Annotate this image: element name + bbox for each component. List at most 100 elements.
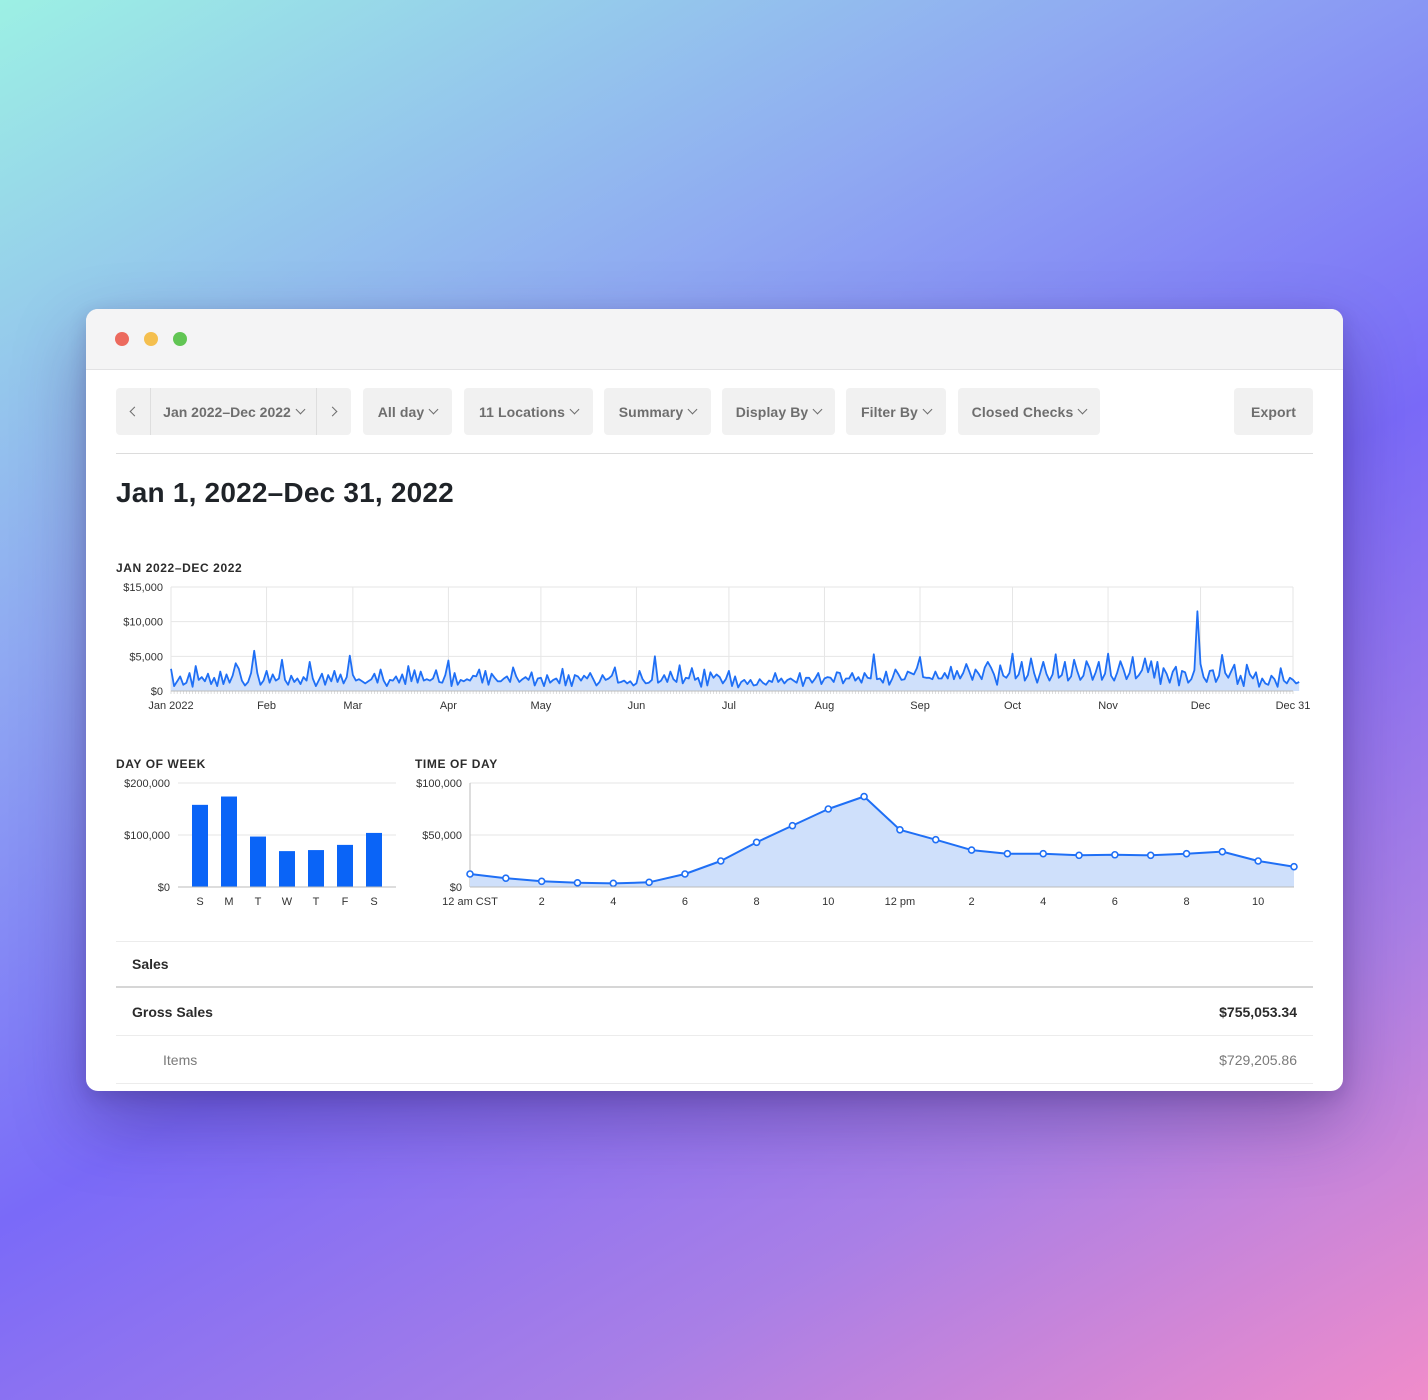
report-type-label: Summary [618, 403, 684, 420]
x-tick-label: W [282, 896, 293, 908]
table-row: Gross Sales $755,053.34 [116, 989, 1313, 1036]
x-tick-label: Apr [440, 700, 457, 712]
x-tick-label: Aug [815, 700, 835, 712]
data-point [716, 857, 725, 865]
y-tick-label: $0 [450, 882, 462, 894]
x-tick-label: Oct [1004, 700, 1021, 712]
data-point [1003, 849, 1012, 858]
filter-by-label: Filter By [861, 403, 918, 420]
data-point [1111, 850, 1119, 859]
x-tick-label: Dec 31 [1276, 700, 1311, 712]
x-tick-label: May [530, 700, 551, 712]
x-tick-label: 4 [610, 896, 616, 908]
series-area-fill [470, 796, 1294, 887]
row-value: $755,053.34 [1219, 1004, 1297, 1020]
export-button[interactable]: Export [1234, 388, 1313, 435]
data-point [1254, 857, 1262, 865]
app-window: Jan 2022–Dec 2022 All day 11 Locations S… [86, 309, 1343, 1091]
x-tick-label: S [196, 896, 203, 908]
display-by-dropdown[interactable]: Display By [722, 388, 835, 435]
x-tick-label: Jan 2022 [148, 700, 193, 712]
day-of-week-title: DAY OF WEEK [116, 757, 206, 771]
x-tick-label: T [313, 896, 320, 908]
section-title: Sales [132, 956, 169, 972]
series-area-fill [171, 611, 1300, 691]
y-tick-label: $100,000 [416, 778, 462, 790]
bar [308, 850, 324, 887]
y-tick-label: $15,000 [123, 582, 163, 594]
close-window-button[interactable] [115, 332, 129, 346]
x-tick-label: S [370, 896, 377, 908]
chevron-right-icon [327, 406, 338, 417]
date-range-dropdown[interactable]: Jan 2022–Dec 2022 [151, 388, 316, 435]
bar [192, 804, 208, 887]
data-point [1039, 849, 1048, 858]
series-line [469, 795, 1295, 885]
check-status-dropdown[interactable]: Closed Checks [958, 388, 1100, 435]
minimize-window-button[interactable] [144, 332, 158, 346]
x-tick-label: Jun [628, 700, 646, 712]
time-of-day-title: TIME OF DAY [415, 757, 498, 771]
previous-period-button[interactable] [116, 388, 151, 435]
x-tick-label: Mar [343, 700, 362, 712]
bar [366, 832, 382, 887]
chevron-down-icon [428, 404, 439, 415]
chevron-down-icon [922, 404, 933, 415]
x-tick-label: M [224, 896, 233, 908]
y-tick-label: $0 [158, 882, 170, 894]
x-tick-label: Dec [1191, 700, 1211, 712]
report-content: Jan 2022–Dec 2022 All day 11 Locations S… [116, 370, 1313, 1084]
x-tick-label: 4 [1040, 896, 1046, 908]
data-point [573, 879, 582, 887]
chevron-down-icon [295, 404, 306, 415]
y-tick-label: $0 [151, 686, 163, 698]
x-tick-label: Nov [1098, 700, 1118, 712]
data-point [1075, 851, 1083, 860]
data-point [681, 870, 689, 878]
y-tick-label: $50,000 [422, 830, 462, 842]
x-tick-label: 8 [754, 896, 760, 908]
day-of-week-chart: $200,000 $100,000 $0 S M T W T F S [124, 778, 396, 908]
x-tick-label: T [255, 896, 262, 908]
filter-by-dropdown[interactable]: Filter By [846, 388, 946, 435]
next-period-button[interactable] [316, 388, 351, 435]
x-tick-label: Feb [257, 700, 276, 712]
bar [279, 851, 295, 887]
x-tick-label: 10 [822, 896, 834, 908]
x-tick-label: F [342, 896, 349, 908]
time-range-dropdown[interactable]: All day [363, 388, 452, 435]
data-point [1218, 847, 1227, 856]
report-type-dropdown[interactable]: Summary [604, 388, 711, 435]
zoom-window-button[interactable] [173, 332, 187, 346]
row-label: Items [163, 1052, 198, 1068]
data-point [824, 805, 833, 813]
data-point [609, 879, 618, 888]
data-point [752, 838, 761, 847]
daily-chart-title: JAN 2022–DEC 2022 [116, 561, 243, 575]
x-tick-label: 2 [539, 896, 545, 908]
title-bar [86, 309, 1343, 370]
x-tick-label: Sep [910, 700, 930, 712]
data-point [788, 821, 797, 830]
bar [337, 844, 353, 887]
chevron-left-icon [129, 406, 140, 417]
data-point [537, 877, 546, 886]
display-by-label: Display By [735, 403, 809, 420]
data-point [931, 835, 940, 844]
data-point [1182, 849, 1191, 858]
data-point [466, 870, 474, 878]
x-tick-label: Jul [722, 700, 736, 712]
x-tick-label: 8 [1183, 896, 1189, 908]
x-tick-label: 6 [1112, 896, 1118, 908]
daily-sales-chart: $15,000 $10,000 $5,000 $0 Jan 2022 Feb Mar Apr M… [123, 582, 1311, 712]
series-line [170, 610, 1300, 689]
time-range-label: All day [377, 403, 425, 420]
time-of-day-chart: $100,000 $50,000 $0 12 am CST 2 4 6 8 10 12 pm 2 4 6… [416, 778, 1298, 908]
data-point [1290, 862, 1298, 871]
y-tick-label: $5,000 [129, 651, 163, 663]
y-tick-label: $10,000 [123, 617, 163, 629]
locations-dropdown[interactable]: 11 Locations [464, 388, 593, 435]
locations-label: 11 Locations [478, 403, 565, 420]
data-point [967, 846, 976, 854]
bar [250, 836, 266, 887]
